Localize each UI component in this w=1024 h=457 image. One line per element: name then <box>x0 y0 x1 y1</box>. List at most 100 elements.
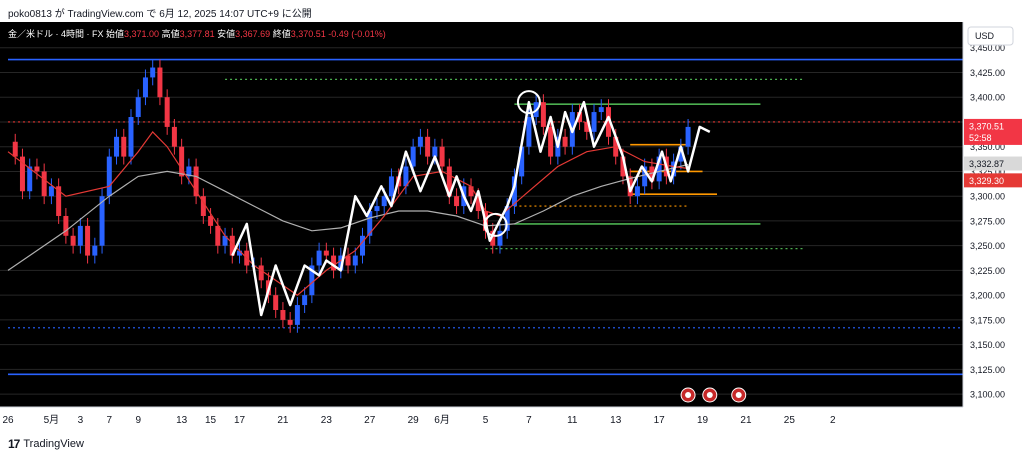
y-tick-label: 3,100.00 <box>970 390 1005 400</box>
bull-candle <box>360 235 366 256</box>
bull-candle <box>591 112 597 132</box>
bear-candle <box>12 141 18 157</box>
bull-candle <box>678 146 684 162</box>
event-marker-dot <box>735 392 742 398</box>
ma-fast-tag-bg <box>964 173 1022 188</box>
publish-header: poko0813 が TradingView.com で 6月 12, 2025… <box>8 9 312 20</box>
bear-candle <box>85 225 91 256</box>
ma-fast-line <box>7 130 689 296</box>
bear-candle <box>548 126 554 157</box>
x-tick-label: 2 <box>830 415 836 426</box>
bull-candle <box>27 166 33 192</box>
bear-candle <box>56 186 62 216</box>
bear-candle <box>70 235 76 246</box>
zigzag-drawing <box>231 100 711 317</box>
x-tick-label: 29 <box>408 415 420 426</box>
bull-candle <box>338 255 344 271</box>
event-marker-dot <box>685 392 692 398</box>
ma-slow-line <box>7 163 689 271</box>
bear-candle <box>540 102 546 127</box>
x-tick-label: 11 <box>567 415 578 426</box>
event-marker-icon <box>731 387 747 403</box>
bear-candle <box>331 255 337 271</box>
bear-candle <box>179 146 185 177</box>
bear-candle <box>490 230 496 246</box>
bear-candle <box>446 166 452 197</box>
bear-candle <box>19 156 25 192</box>
currency-button[interactable] <box>967 26 1014 46</box>
bull-candle <box>511 176 517 207</box>
x-tick-label: 27 <box>364 415 376 426</box>
bear-candle <box>454 196 460 207</box>
x-tick-label: 7 <box>107 415 113 426</box>
bull-candle <box>128 117 134 157</box>
bull-candle <box>142 77 148 98</box>
bull-candle <box>526 117 532 147</box>
bear-candle <box>164 97 170 127</box>
ma-slow-tag: 3,332.87 <box>969 159 1004 169</box>
bull-candle <box>519 146 525 177</box>
x-tick-label: 13 <box>610 415 622 426</box>
bear-candle <box>200 196 206 216</box>
x-tick-label: 6月 <box>434 414 450 426</box>
bull-candle <box>48 186 54 197</box>
bear-candle <box>273 295 279 311</box>
x-tick-label: 21 <box>277 415 289 426</box>
x-tick-label: 17 <box>234 415 246 426</box>
bear-candle <box>605 107 611 137</box>
chart-background <box>0 22 1024 433</box>
y-tick-label: 3,150.00 <box>970 340 1005 350</box>
bear-candle <box>157 67 163 98</box>
event-marker-icon <box>680 387 696 403</box>
bull-candle <box>222 235 228 246</box>
y-tick-label: 3,450.00 <box>970 43 1005 53</box>
x-tick-label: 13 <box>176 415 188 426</box>
bear-candle <box>171 126 177 147</box>
x-tick-label: 5 <box>483 415 489 426</box>
bear-candle <box>34 166 40 172</box>
bear-candle <box>439 146 445 167</box>
x-tick-label: 9 <box>135 415 141 426</box>
bull-candle <box>352 255 358 266</box>
ma-fast-tag: 3,329.30 <box>969 176 1004 186</box>
bear-candle <box>577 112 583 122</box>
bear-candle <box>258 265 264 281</box>
highlight-circle <box>516 90 541 115</box>
bull-candle <box>114 136 120 157</box>
y-tick-label: 3,425.00 <box>970 68 1005 78</box>
bear-candle <box>584 121 590 132</box>
bull-candle <box>656 156 662 182</box>
bear-candle <box>287 319 293 325</box>
bear-candle <box>41 171 47 197</box>
footer-brand: TradingView <box>23 438 84 450</box>
x-tick-label: 7 <box>526 415 532 426</box>
bear-candle <box>345 255 351 266</box>
x-tick-label: 26 <box>2 415 14 426</box>
bear-candle <box>649 166 655 182</box>
y-tick-label: 3,200.00 <box>970 291 1005 301</box>
price-chart[interactable]: 3,100.00 3,125.00 3,150.00 3,175.00 3,200.00… <box>0 22 1024 433</box>
tradingview-logo-icon: 17 <box>8 437 20 451</box>
last-price-tag: 3,370.51 <box>969 121 1004 131</box>
bull-candle <box>504 206 510 231</box>
bear-candle <box>468 186 474 197</box>
x-tick-label: 23 <box>321 415 333 426</box>
bear-candle <box>193 166 199 197</box>
bull-candle <box>186 166 192 177</box>
time-scale-panel <box>0 407 963 433</box>
event-marker-icon <box>702 387 718 403</box>
x-tick-label: 21 <box>740 415 752 426</box>
y-tick-label: 3,300.00 <box>970 192 1005 202</box>
bull-candle <box>642 166 648 187</box>
ohlc-legend: 金／米ドル · 4時間 · FX 始値3,371.00 高値3,377.81 安… <box>8 28 386 39</box>
x-tick-label: 15 <box>205 415 217 426</box>
bear-candle <box>208 215 214 226</box>
bull-candle <box>403 166 409 187</box>
chart-svg[interactable]: 3,100.00 3,125.00 3,150.00 3,175.00 3,200.00… <box>0 22 1024 433</box>
bull-candle <box>432 146 438 157</box>
highlight-circle <box>483 212 508 237</box>
bear-candle <box>323 250 329 256</box>
bull-candle <box>135 97 141 118</box>
x-tick-label: 3 <box>78 415 84 426</box>
bear-candle <box>63 215 69 236</box>
